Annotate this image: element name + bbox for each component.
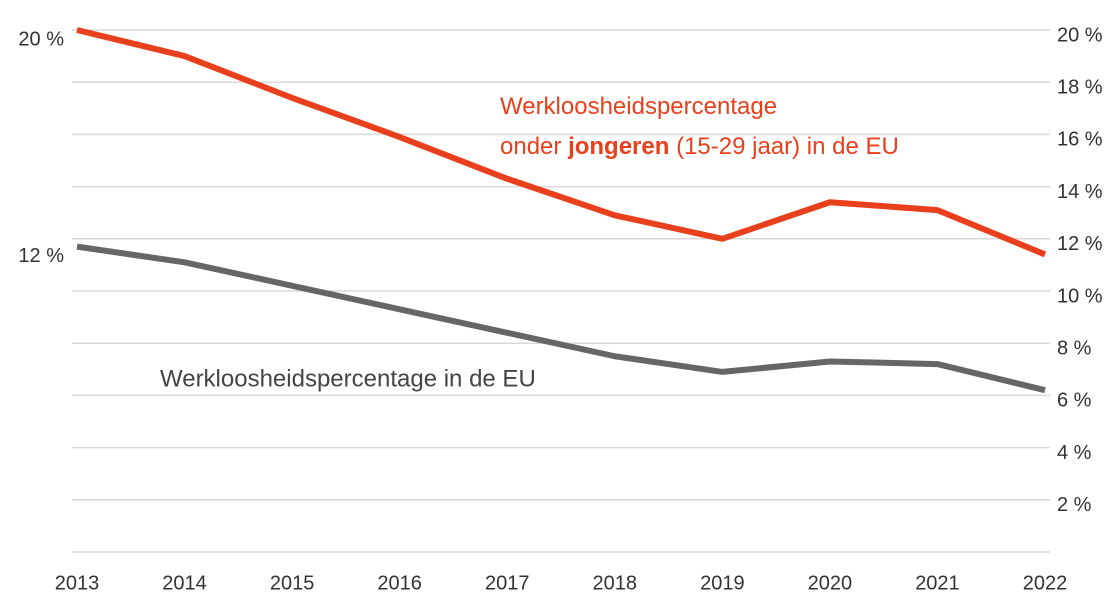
y-tick-label: 12 % [1057, 233, 1103, 255]
series-label-part: jongeren [567, 133, 669, 160]
x-tick-label: 2016 [377, 572, 422, 594]
x-tick-label: 2017 [485, 572, 530, 594]
value-label: 12 % [18, 245, 64, 267]
series-label-part: (15-29 jaar) in de EU [669, 133, 898, 160]
y-tick-label: 14 % [1057, 181, 1103, 203]
series-label: Werkloosheidspercentage [500, 93, 777, 120]
series-label-part: Werkloosheidspercentage [500, 93, 777, 120]
series-label: onder jongeren (15-29 jaar) in de EU [500, 133, 899, 160]
x-tick-label: 2019 [700, 572, 745, 594]
x-tick-label: 2022 [1023, 572, 1068, 594]
value-label: 20 % [18, 28, 64, 50]
y-tick-label: 18 % [1057, 76, 1103, 98]
x-tick-label: 2021 [915, 572, 960, 594]
line-series [76, 27, 1047, 258]
line-series [76, 243, 1046, 394]
x-tick-label: 2020 [808, 572, 853, 594]
x-tick-label: 2013 [55, 572, 100, 594]
y-tick-label: 10 % [1057, 285, 1103, 307]
y-tick-label: 6 % [1057, 390, 1092, 412]
x-tick-label: 2014 [162, 572, 207, 594]
series-label-part: onder [500, 133, 568, 160]
x-tick-label: 2015 [270, 572, 315, 594]
series-label: Werkloosheidspercentage in de EU [160, 365, 536, 392]
x-tick-label: 2018 [593, 572, 638, 594]
y-tick-label: 16 % [1057, 129, 1103, 151]
y-tick-label: 4 % [1057, 442, 1092, 464]
y-tick-label: 8 % [1057, 337, 1092, 359]
y-tick-label: 2 % [1057, 494, 1092, 516]
y-tick-label: 20 % [1057, 24, 1103, 46]
